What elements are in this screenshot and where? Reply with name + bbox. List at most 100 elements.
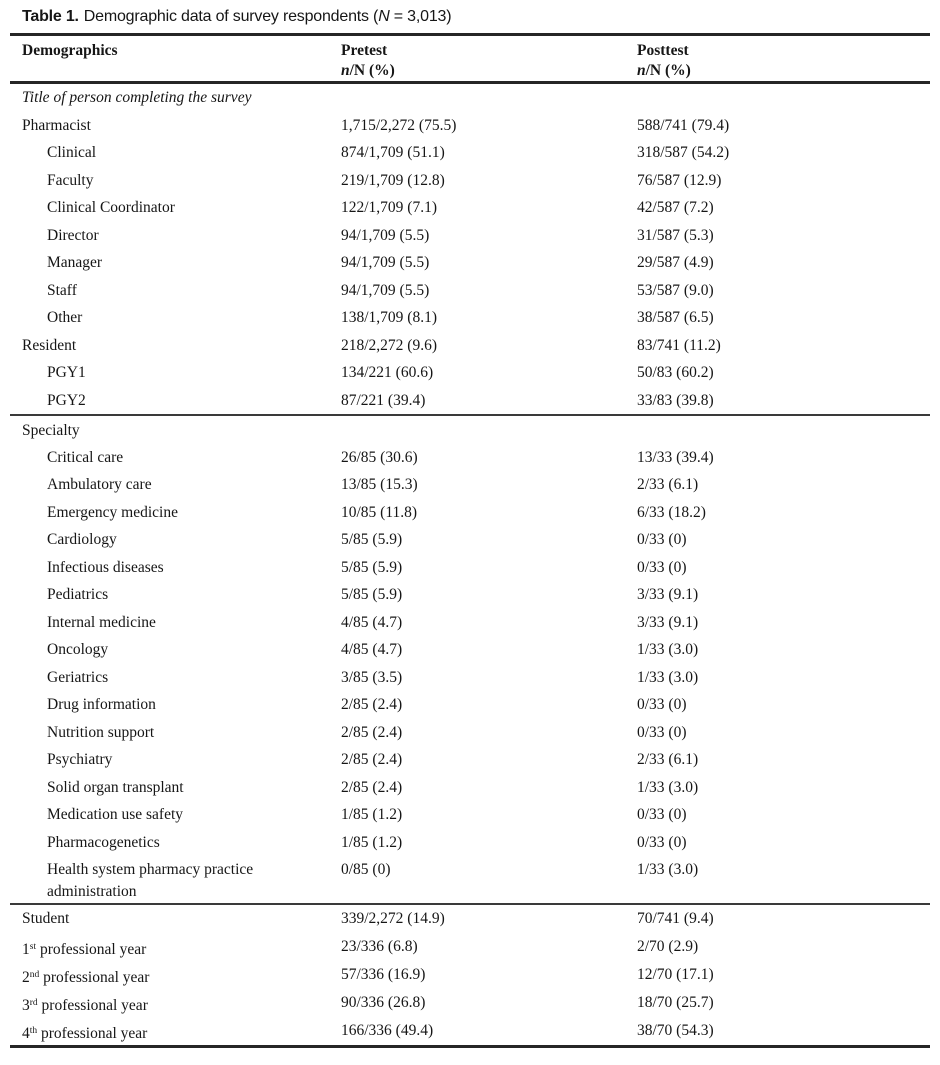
row-label: Medication use safety xyxy=(47,806,184,823)
row-label: Emergency medicine xyxy=(47,503,178,521)
pretest-value: 5/85 (5.9) xyxy=(341,586,403,603)
pretest-value: 122/1,709 (7.1) xyxy=(341,199,438,216)
table-row: 1st professional year 23/336 (6.8) 2/70 (2… xyxy=(0,933,940,961)
pretest-value xyxy=(341,416,637,420)
posttest-value: 2/33 (6.1) xyxy=(637,476,699,493)
table-caption-end: = 3,013) xyxy=(389,8,452,25)
posttest-value: 1/33 (3.0) xyxy=(637,641,699,658)
pretest-value: 2/85 (2.4) xyxy=(341,778,403,796)
row-label: 1st professional year xyxy=(22,940,147,958)
table-title: Table 1. Demographic data of survey respo… xyxy=(0,0,940,33)
posttest-value: 18/70 (25.7) xyxy=(637,993,714,1011)
pretest-value: 1/85 (1.2) xyxy=(341,806,403,823)
row-label: Staff xyxy=(47,281,77,299)
table-row: Manager 94/1,709 (5.5) 29/587 (4.9) xyxy=(0,249,940,277)
column-header-demographics: Demographics xyxy=(22,42,118,59)
row-label: 4th professional year xyxy=(22,1024,148,1042)
table-number: Table 1. xyxy=(22,8,79,25)
section-divider-rule xyxy=(10,903,930,905)
table-row: Student 339/2,272 (14.9) 70/741 (9.4) xyxy=(0,905,940,933)
table-row: 2nd professional year 57/336 (16.9) 12/70 … xyxy=(0,961,940,989)
table-row: Other 138/1,709 (8.1) 38/587 (6.5) xyxy=(0,304,940,332)
pretest-value: 94/1,709 (5.5) xyxy=(341,226,430,244)
posttest-value: 0/33 (0) xyxy=(637,806,687,823)
ordinal-suffix: nd xyxy=(29,969,40,980)
rule-top xyxy=(10,33,930,36)
row-label: Faculty xyxy=(47,171,94,189)
posttest-value: 3/33 (9.1) xyxy=(637,613,699,631)
header-row-1: Demographics Pretest Posttest xyxy=(0,41,940,61)
posttest-value: 76/587 (12.9) xyxy=(637,171,722,189)
row-label: Pharmacogenetics xyxy=(47,833,160,851)
stat-rest: /N (%) xyxy=(645,62,691,79)
posttest-value: 1/33 (3.0) xyxy=(637,778,699,796)
row-label: PGY2 xyxy=(47,391,86,409)
pretest-value: 26/85 (30.6) xyxy=(341,448,418,466)
table-row: Geriatrics 3/85 (3.5) 1/33 (3.0) xyxy=(0,664,940,692)
table-row: PGY2 87/221 (39.4) 33/83 (39.8) xyxy=(0,387,940,415)
pretest-value: 166/336 (49.4) xyxy=(341,1021,434,1039)
row-label: Title of person completing the survey xyxy=(22,89,252,106)
row-label: Manager xyxy=(47,254,103,271)
row-label: Drug information xyxy=(47,696,156,713)
row-label: Specialty xyxy=(22,422,80,439)
posttest-value: 38/587 (6.5) xyxy=(637,309,714,326)
posttest-value: 588/741 (79.4) xyxy=(637,116,730,134)
posttest-value: 2/33 (6.1) xyxy=(637,751,699,768)
posttest-value: 2/70 (2.9) xyxy=(637,937,699,955)
table-row: Director 94/1,709 (5.5) 31/587 (5.3) xyxy=(0,222,940,250)
row-label: Pediatrics xyxy=(47,586,109,603)
row-label: Geriatrics xyxy=(47,668,109,686)
table-row: Critical care 26/85 (30.6) 13/33 (39.4) xyxy=(0,444,940,472)
posttest-value: 6/33 (18.2) xyxy=(637,503,706,521)
posttest-value: 31/587 (5.3) xyxy=(637,226,714,244)
column-header-pretest: Pretest xyxy=(341,42,388,59)
row-label: Psychiatry xyxy=(47,751,113,768)
table-row: PGY1 134/221 (60.6) 50/83 (60.2) xyxy=(0,359,940,387)
row-label: Director xyxy=(47,226,99,244)
table-row: Nutrition support 2/85 (2.4) 0/33 (0) xyxy=(0,719,940,747)
pretest-value: 10/85 (11.8) xyxy=(341,503,418,521)
row-label: Solid organ transplant xyxy=(47,778,184,796)
posttest-stat-label: n/N (%) xyxy=(637,61,930,81)
row-label: Cardiology xyxy=(47,531,117,548)
table-row: Cardiology 5/85 (5.9) 0/33 (0) xyxy=(0,526,940,554)
row-label: Resident xyxy=(22,336,77,354)
row-label: Ambulatory care xyxy=(47,476,152,493)
pretest-value: 5/85 (5.9) xyxy=(341,531,403,548)
table-row: Internal medicine 4/85 (4.7) 3/33 (9.1) xyxy=(0,609,940,637)
pretest-value: 3/85 (3.5) xyxy=(341,668,403,686)
table-caption: Demographic data of survey respondents ( xyxy=(83,8,379,25)
pretest-value: 23/336 (6.8) xyxy=(341,937,418,955)
table-row: Resident 218/2,272 (9.6) 83/741 (11.2) xyxy=(0,332,940,360)
stat-rest: /N (%) xyxy=(349,62,395,79)
posttest-value: 33/83 (39.8) xyxy=(637,391,714,409)
table-row: Medication use safety 1/85 (1.2) 0/33 (0) xyxy=(0,801,940,829)
pretest-value: 2/85 (2.4) xyxy=(341,723,403,741)
posttest-value: 12/70 (17.1) xyxy=(637,965,714,983)
table-row: Clinical 874/1,709 (51.1) 318/587 (54.2) xyxy=(0,139,940,167)
posttest-value: 0/33 (0) xyxy=(637,531,687,548)
table-row: 4th professional year 166/336 (49.4) 38/70… xyxy=(0,1017,940,1045)
row-label: Other xyxy=(47,309,83,326)
table-row: Psychiatry 2/85 (2.4) 2/33 (6.1) xyxy=(0,746,940,774)
table-row: Solid organ transplant 2/85 (2.4) 1/33 (3.… xyxy=(0,774,940,802)
pretest-value: 218/2,272 (9.6) xyxy=(341,336,438,354)
row-label: Infectious diseases xyxy=(47,558,164,576)
table-body: Title of person completing the survey Pha… xyxy=(0,84,940,1045)
row-label: Clinical xyxy=(47,144,97,161)
pretest-value: 5/85 (5.9) xyxy=(341,558,403,576)
table-row: Pharmacist 1,715/2,272 (75.5) 588/741 (79.… xyxy=(0,112,940,140)
table-row: Drug information 2/85 (2.4) 0/33 (0) xyxy=(0,691,940,719)
row-label: 2nd professional year xyxy=(22,968,150,986)
table-row: Emergency medicine 10/85 (11.8) 6/33 (18.2… xyxy=(0,499,940,527)
posttest-value: 70/741 (9.4) xyxy=(637,910,714,927)
table-row: Ambulatory care 13/85 (15.3) 2/33 (6.1) xyxy=(0,471,940,499)
section-header-row: Specialty xyxy=(0,416,940,444)
row-label: Pharmacist xyxy=(22,116,91,134)
row-label: Health system pharmacy practice administ… xyxy=(47,861,254,900)
row-label: Internal medicine xyxy=(47,613,156,631)
rule-bottom xyxy=(10,1044,930,1048)
pretest-value: 1/85 (1.2) xyxy=(341,833,403,851)
